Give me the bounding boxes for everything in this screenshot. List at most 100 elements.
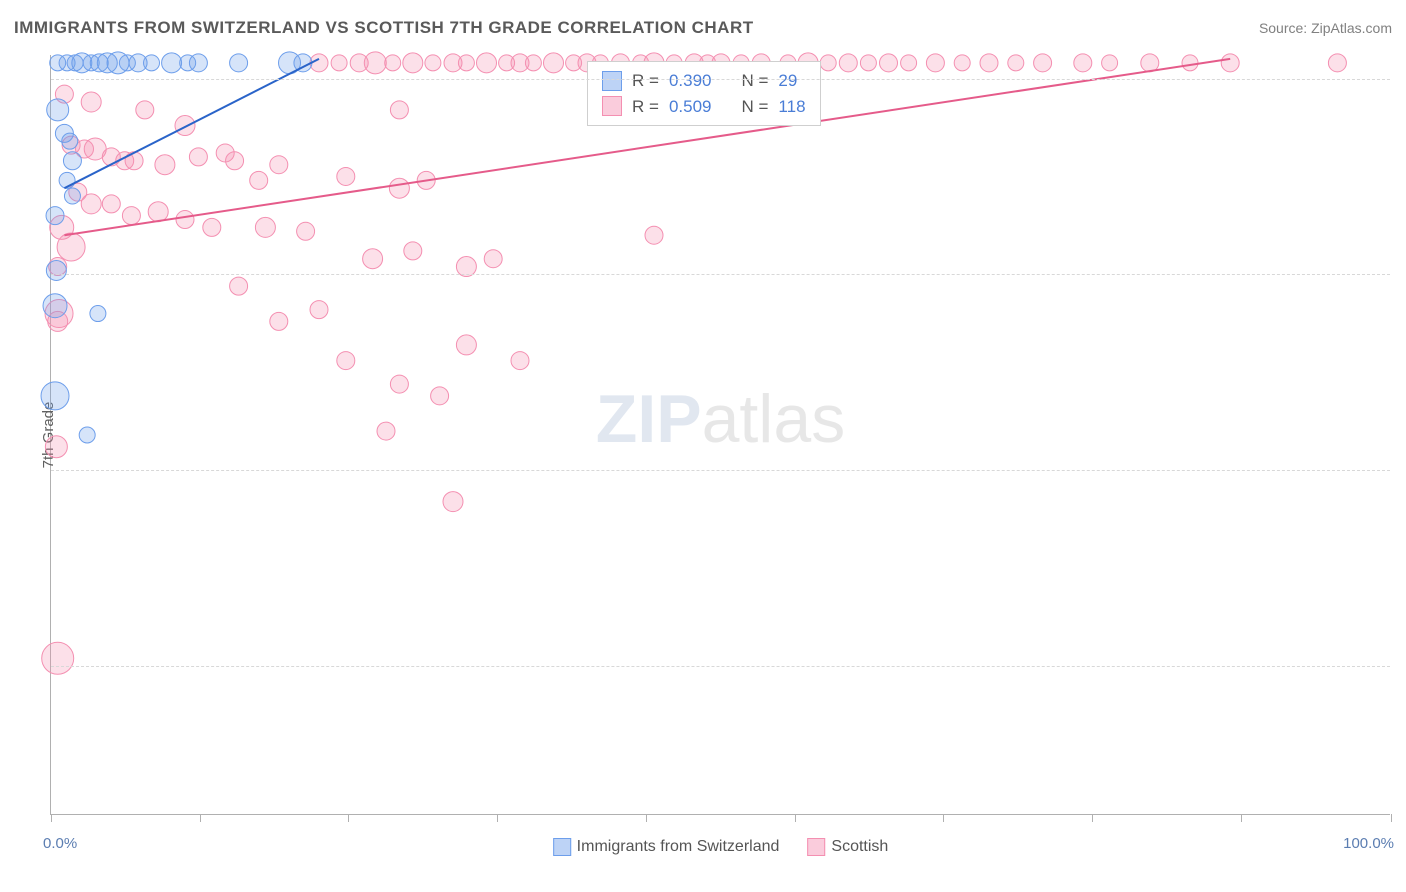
data-point [125,152,143,170]
x-tick [200,814,201,822]
gridline [51,470,1390,471]
stats-r-value: 0.390 [669,68,712,94]
data-point [1034,54,1052,72]
x-tick [646,814,647,822]
data-point [331,55,347,71]
data-point [860,55,876,71]
gridline [51,666,1390,667]
data-point [203,218,221,236]
source-label: Source: ZipAtlas.com [1259,20,1392,36]
data-point [90,306,106,322]
data-point [43,294,67,318]
data-point [511,352,529,370]
data-point [1221,54,1239,72]
data-point [337,167,355,185]
stats-r-label: R = [632,94,659,120]
x-tick [795,814,796,822]
y-tick-label: 97.5% [1400,266,1406,283]
data-point [250,171,268,189]
data-point [148,202,168,222]
data-point [364,52,386,74]
stats-n-label: N = [741,68,768,94]
data-point [162,53,182,73]
data-point [45,436,67,458]
legend-swatch-scottish [807,838,825,856]
y-tick-label: 100.0% [1400,70,1406,87]
data-point [189,54,207,72]
x-tick [1241,814,1242,822]
scatter-svg [51,55,1390,814]
data-point [385,55,401,71]
stats-r-value: 0.509 [669,94,712,120]
data-point [458,55,474,71]
stats-swatch-scottish [602,96,622,116]
data-point [1328,54,1346,72]
data-point [46,260,66,280]
data-point [363,249,383,269]
stats-r-label: R = [632,68,659,94]
data-point [122,207,140,225]
data-point [443,492,463,512]
data-point [1074,54,1092,72]
stats-box: R = 0.390 N = 29 R = 0.509 N = 118 [587,61,821,126]
plot-area: 7th Grade ZIPatlas R =0.390N =29R =0.509… [50,55,1390,815]
data-point [270,156,288,174]
data-point [484,250,502,268]
data-point [1008,55,1024,71]
data-point [544,53,564,73]
data-point [880,54,898,72]
data-point [431,387,449,405]
legend-bottom: Immigrants from Switzerland Scottish [553,838,889,856]
data-point [46,207,64,225]
data-point [64,188,80,204]
data-point [136,101,154,119]
x-tick [943,814,944,822]
data-point [297,222,315,240]
data-point [390,375,408,393]
data-point [102,195,120,213]
y-tick-label: 92.5% [1400,658,1406,675]
data-point [954,55,970,71]
x-tick [1391,814,1392,822]
data-point [645,226,663,244]
data-point [926,54,944,72]
data-point [41,382,69,410]
stats-row: R = 0.509 N = 118 [602,94,806,120]
y-tick-label: 95.0% [1400,462,1406,479]
legend-item-swiss: Immigrants from Switzerland [553,838,780,856]
data-point [79,427,95,443]
data-point [189,148,207,166]
data-point [144,55,160,71]
data-point [980,54,998,72]
data-point [255,217,275,237]
x-axis-max-label: 100.0% [1343,835,1394,852]
data-point [456,335,476,355]
gridline [51,79,1390,80]
data-point [1102,55,1118,71]
stats-n-label: N = [741,94,768,120]
header: IMMIGRANTS FROM SWITZERLAND VS SCOTTISH … [14,18,1392,38]
legend-label: Scottish [831,838,888,855]
x-axis-min-label: 0.0% [43,835,77,852]
data-point [81,92,101,112]
data-point [63,152,81,170]
data-point [425,55,441,71]
data-point [175,116,195,136]
data-point [390,101,408,119]
x-tick [348,814,349,822]
data-point [901,55,917,71]
stats-swatch-swiss [602,71,622,91]
stats-n-value: 118 [778,94,805,120]
data-point [404,242,422,260]
x-tick [51,814,52,822]
data-point [176,211,194,229]
data-point [81,194,101,214]
data-point [62,133,78,149]
data-point [403,53,423,73]
data-point [1182,55,1198,71]
data-point [226,152,244,170]
stats-n-value: 29 [778,68,797,94]
chart-title: IMMIGRANTS FROM SWITZERLAND VS SCOTTISH … [14,18,754,38]
x-tick [1092,814,1093,822]
data-point [389,178,409,198]
